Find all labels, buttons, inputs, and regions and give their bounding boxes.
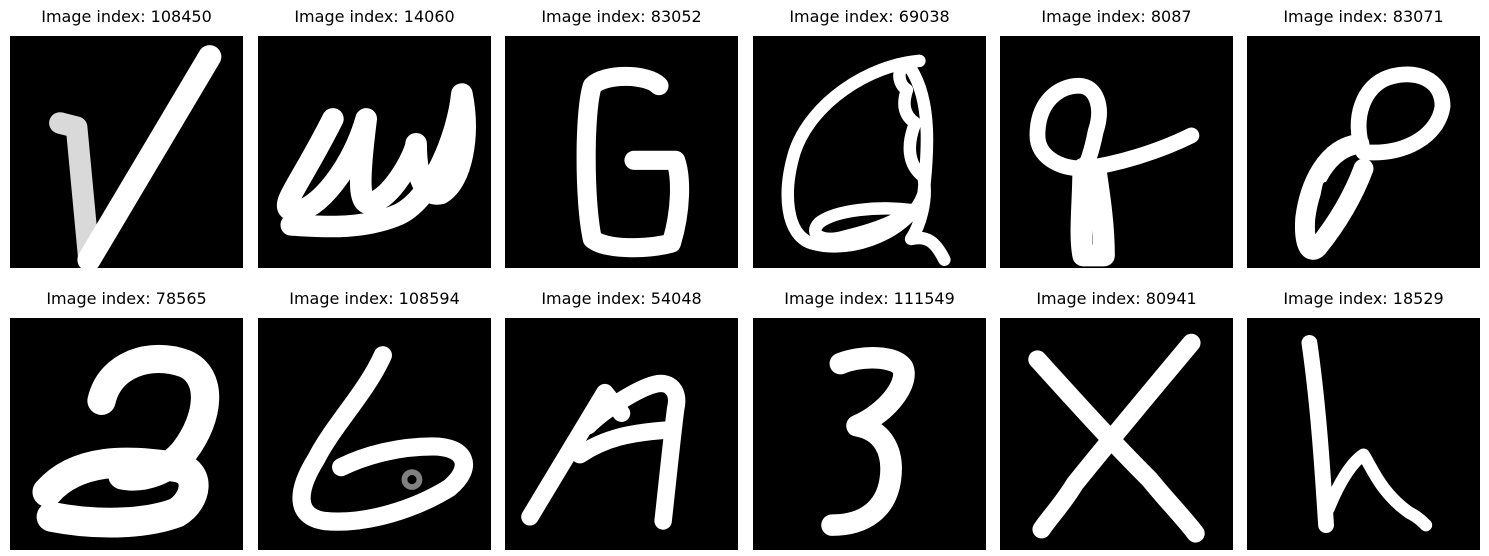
handwritten-character-image — [505, 318, 738, 550]
panel-title: Image index: 18529 — [1283, 289, 1444, 308]
handwritten-character-image — [1000, 318, 1233, 550]
panel-title: Image index: 14060 — [294, 7, 455, 26]
panel-title: Image index: 80941 — [1036, 289, 1197, 308]
handwritten-character-image — [10, 318, 243, 550]
handwritten-character-image — [1247, 36, 1480, 268]
handwritten-character-image — [505, 36, 738, 268]
panel-title: Image index: 8087 — [1041, 7, 1192, 26]
handwritten-character-image — [1247, 318, 1480, 550]
panel-2: Image index: 14060 — [258, 4, 491, 268]
panel-title: Image index: 78565 — [46, 289, 207, 308]
panel-title: Image index: 69038 — [789, 7, 950, 26]
panel-title: Image index: 108450 — [41, 7, 212, 26]
panel-11: Image index: 80941 — [1000, 286, 1233, 550]
panel-9: Image index: 54048 — [505, 286, 738, 550]
panel-title: Image index: 83071 — [1283, 7, 1444, 26]
panel-5: Image index: 8087 — [1000, 4, 1233, 268]
panel-8: Image index: 108594 — [258, 286, 491, 550]
handwritten-character-image — [258, 36, 491, 268]
panel-title: Image index: 83052 — [541, 7, 702, 26]
handwritten-character-image — [10, 36, 243, 268]
handwritten-character-image — [258, 318, 491, 550]
handwritten-character-image — [1000, 36, 1233, 268]
panel-title: Image index: 108594 — [289, 289, 460, 308]
panel-title: Image index: 111549 — [784, 289, 955, 308]
panel-title: Image index: 54048 — [541, 289, 702, 308]
panel-3: Image index: 83052 — [505, 4, 738, 268]
panel-4: Image index: 69038 — [753, 4, 986, 268]
panel-12: Image index: 18529 — [1247, 286, 1480, 550]
panel-6: Image index: 83071 — [1247, 4, 1480, 268]
handwritten-character-image — [753, 318, 986, 550]
panel-7: Image index: 78565 — [10, 286, 243, 550]
panel-1: Image index: 108450 — [10, 4, 243, 268]
panel-10: Image index: 111549 — [753, 286, 986, 550]
handwritten-character-image — [753, 36, 986, 268]
